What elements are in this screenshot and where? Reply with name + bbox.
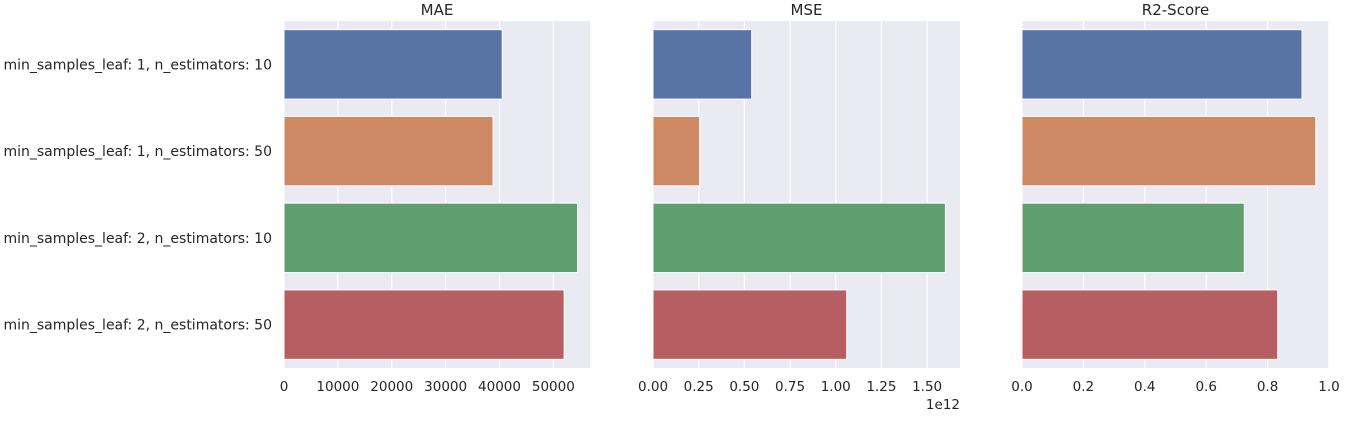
panel-title: MAE — [421, 1, 454, 19]
x-tick-label: 1.25 — [866, 379, 896, 395]
panel-0: 0 10000 20000 30000 40000 50000 MAE min_samples… — [3, 1, 590, 395]
bar — [1021, 289, 1279, 360]
x-tick-label: 1.0 — [1318, 379, 1339, 395]
x-tick-label: 0.25 — [684, 379, 714, 395]
x-tick-label: 40000 — [478, 379, 521, 395]
x-tick-label: 1.00 — [821, 379, 851, 395]
x-tick-label: 0.4 — [1134, 379, 1155, 395]
x-tick-label: 0.00 — [638, 379, 668, 395]
bar — [1021, 115, 1317, 187]
x-tick-label: 50000 — [532, 379, 575, 395]
bar — [1021, 29, 1303, 100]
bar — [283, 29, 503, 100]
x-tick-label: 10000 — [316, 379, 359, 395]
x-tick-label: 0 — [280, 379, 289, 395]
x-tick-label: 0.0 — [1011, 379, 1032, 395]
bar — [283, 202, 579, 274]
panel-1: 0.00 0.25 0.50 0.75 1.00 1.25 1.50 1e12 MSE — [638, 1, 960, 413]
x-tick-label: 0.75 — [775, 379, 805, 395]
y-tick-label: min_samples_leaf: 2, n_estimators: 50 — [3, 318, 272, 334]
y-tick-label: min_samples_leaf: 1, n_estimators: 10 — [3, 57, 272, 73]
axis-offset-label: 1e12 — [926, 397, 960, 413]
x-tick-label: 1.50 — [912, 379, 942, 395]
bar — [652, 29, 753, 100]
bar — [652, 289, 848, 360]
bar — [1021, 202, 1245, 274]
bar — [652, 202, 946, 274]
x-tick-label: 20000 — [370, 379, 413, 395]
y-tick-label: min_samples_leaf: 2, n_estimators: 10 — [3, 231, 272, 247]
x-tick-label: 0.50 — [729, 379, 759, 395]
panel-title: R2-Score — [1142, 1, 1209, 19]
bar — [283, 289, 565, 360]
panel-title: MSE — [791, 1, 823, 19]
x-tick-label: 0.8 — [1257, 379, 1278, 395]
x-tick-label: 30000 — [424, 379, 467, 395]
x-tick-label: 0.6 — [1195, 379, 1216, 395]
y-tick-label: min_samples_leaf: 1, n_estimators: 50 — [3, 144, 272, 160]
bar — [652, 115, 701, 187]
x-tick-label: 0.2 — [1073, 379, 1094, 395]
bar — [283, 115, 494, 187]
panel-2: 0.0 0.2 0.4 0.6 0.8 1.0 R2-Score — [1011, 1, 1339, 395]
